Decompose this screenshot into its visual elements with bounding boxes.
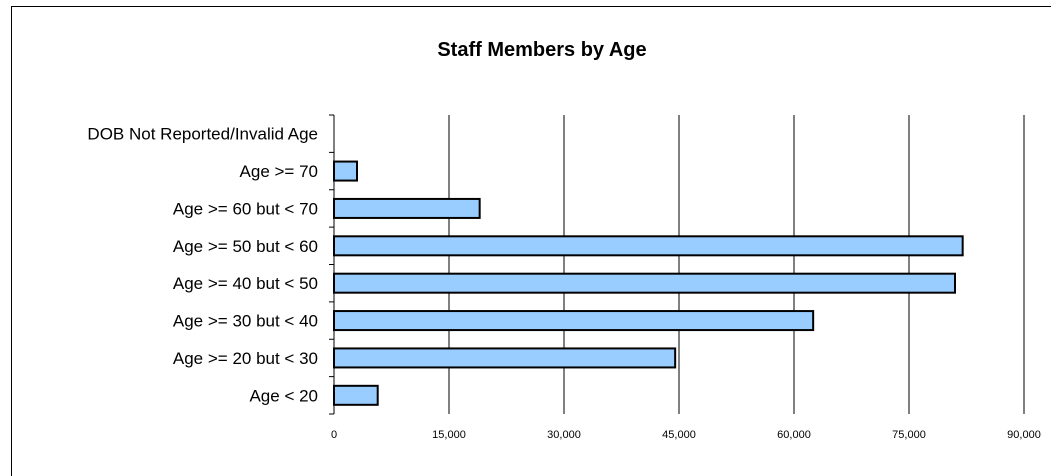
x-tick-label: 75,000	[892, 429, 926, 441]
x-tick-label: 60,000	[777, 429, 811, 441]
category-labels: DOB Not Reported/Invalid Age Age >= 70 Age…	[87, 125, 318, 406]
bar	[333, 160, 358, 182]
bar	[333, 310, 815, 332]
bar	[333, 235, 964, 257]
bar	[333, 272, 956, 294]
bar	[333, 347, 677, 369]
x-tick-label: 15,000	[432, 429, 466, 441]
axes	[329, 114, 335, 415]
category-label: Age >= 20 but < 30	[173, 349, 318, 368]
bars	[333, 160, 964, 406]
chart-title: Staff Members by Age	[437, 39, 646, 61]
x-tick-label: 45,000	[662, 429, 696, 441]
grid	[448, 115, 1025, 414]
bar-chart: Staff Members by Age DOB Not Reported/In…	[87, 39, 1041, 441]
category-label: Age >= 60 but < 70	[173, 199, 318, 218]
category-label: Age >= 40 but < 50	[173, 274, 318, 293]
x-tick-label: 30,000	[547, 429, 581, 441]
category-label: Age >= 30 but < 40	[173, 312, 318, 331]
x-tick-labels: 0 15,000 30,000 45,000 60,000 75,000 90,000	[331, 429, 1041, 441]
category-label: Age < 20	[249, 386, 318, 405]
category-label: DOB Not Reported/Invalid Age	[87, 125, 318, 144]
category-label: Age >= 70	[240, 162, 318, 181]
bar	[333, 197, 481, 219]
chart-frame	[11, 6, 1051, 476]
x-tick-label: 90,000	[1007, 429, 1041, 441]
category-label: Age >= 50 but < 60	[173, 237, 318, 256]
x-tick-label: 0	[331, 429, 337, 441]
bar	[333, 384, 379, 406]
